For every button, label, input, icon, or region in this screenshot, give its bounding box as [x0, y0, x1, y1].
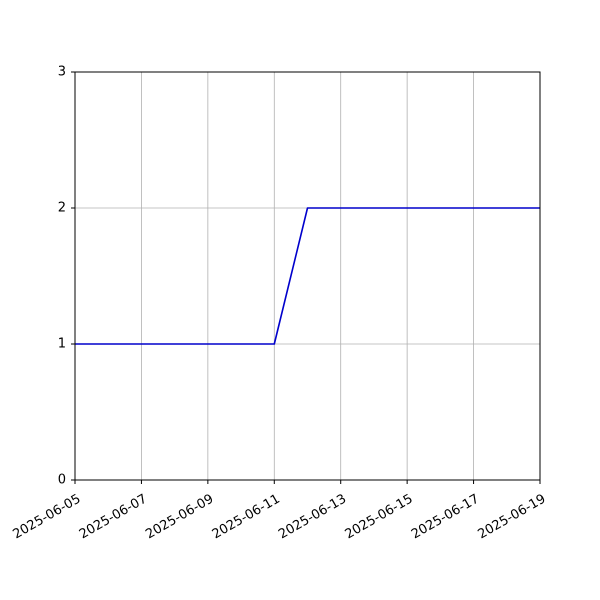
y-tick-label: 1 — [58, 337, 66, 352]
grid-lines — [74, 71, 541, 481]
plot-frame — [74, 71, 541, 481]
x-tick-label: 2025-06-15 — [343, 492, 416, 543]
x-tick-label: 2025-06-13 — [276, 492, 349, 543]
x-tick-label: 2025-06-05 — [10, 492, 83, 543]
series-line-0 — [75, 207, 540, 345]
x-tick-label: 2025-06-17 — [409, 492, 482, 543]
x-tick-label: 2025-06-07 — [77, 492, 150, 543]
y-tick-label: 0 — [58, 473, 66, 488]
y-tick-label: 2 — [58, 201, 66, 216]
y-tick-labels: 0 1 2 3 — [58, 65, 66, 488]
x-tick-label: 2025-06-11 — [210, 492, 283, 543]
x-tick-labels: 2025-06-052025-06-072025-06-092025-06-11… — [10, 492, 548, 543]
y-tick-label: 3 — [58, 65, 66, 80]
x-tick-label: 2025-06-19 — [475, 492, 548, 543]
series-layer — [75, 207, 540, 345]
tick-marks — [71, 71, 541, 484]
x-tick-label: 2025-06-09 — [143, 492, 216, 543]
